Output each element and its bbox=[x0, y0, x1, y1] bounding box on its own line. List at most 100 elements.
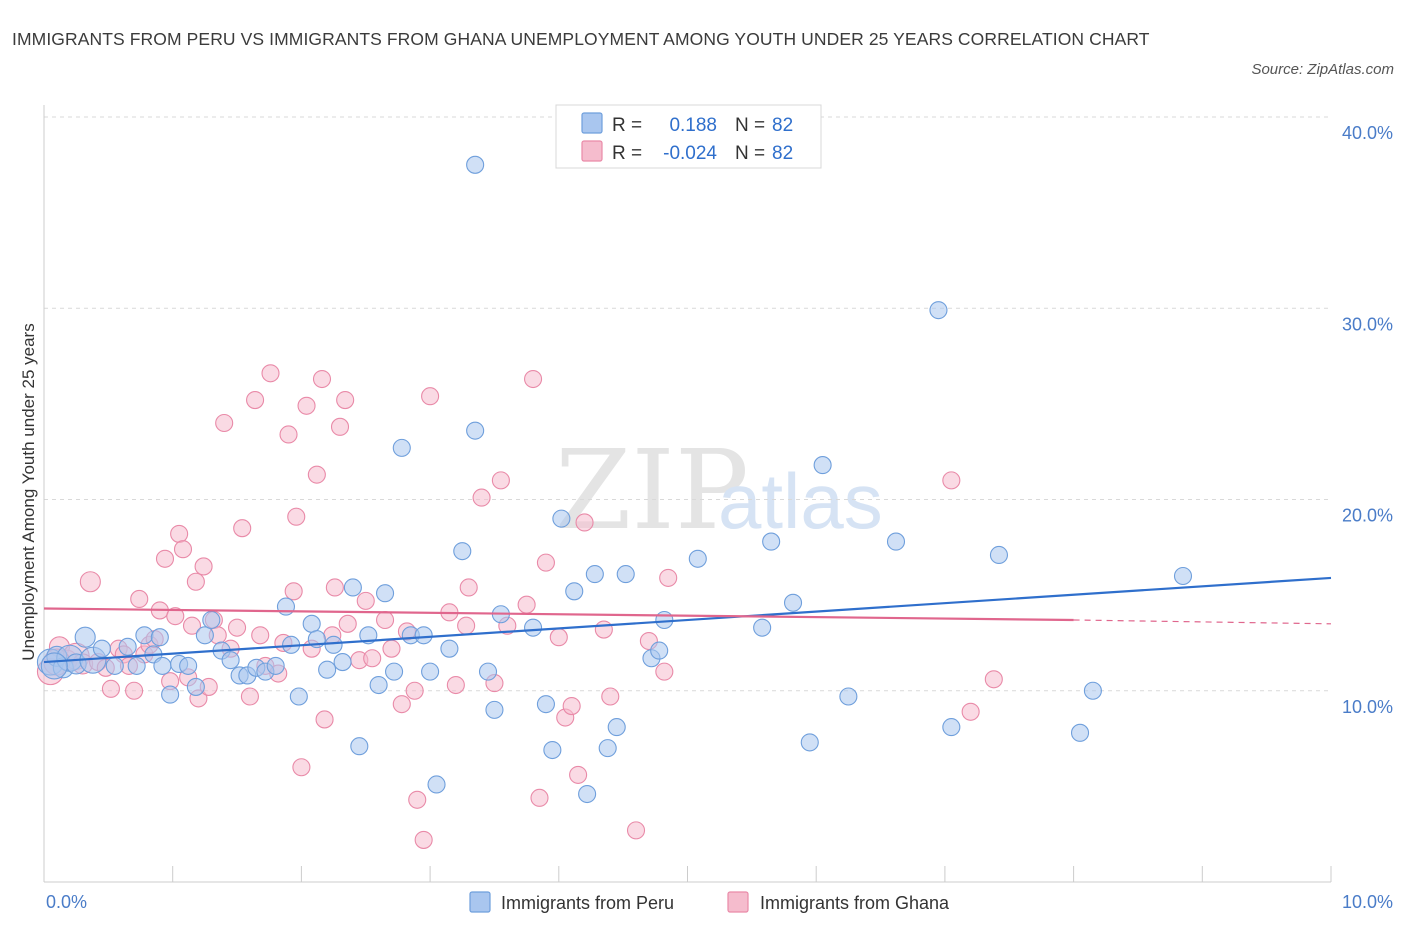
ghana-trendline bbox=[43, 607, 1074, 622]
peru-point bbox=[350, 737, 369, 756]
peru-point bbox=[202, 610, 221, 630]
peru-point bbox=[524, 618, 543, 637]
ghana-point bbox=[297, 396, 316, 415]
peru-point bbox=[150, 628, 169, 647]
ghana-point bbox=[942, 471, 961, 490]
peru-point bbox=[276, 597, 296, 616]
ghana-point bbox=[279, 425, 298, 444]
ghana-point bbox=[655, 662, 674, 681]
ghana-point bbox=[315, 710, 334, 729]
chart-title: IMMIGRANTS FROM PERU VS IMMIGRANTS FROM … bbox=[12, 29, 1150, 49]
ghana-point bbox=[530, 788, 549, 807]
stats-peru-r-label: R = bbox=[612, 115, 642, 136]
ghana-point bbox=[626, 821, 646, 840]
ghana-point bbox=[325, 578, 344, 597]
ghana-point bbox=[194, 557, 213, 576]
peru-point bbox=[289, 687, 308, 706]
peru-point bbox=[1083, 681, 1102, 700]
ghana-point bbox=[536, 553, 555, 572]
ghana-point bbox=[382, 639, 401, 658]
ghana-point bbox=[155, 549, 175, 568]
peru-point bbox=[536, 695, 555, 714]
peru-point bbox=[453, 542, 472, 561]
peru-point bbox=[485, 700, 504, 719]
ghana-point bbox=[594, 620, 613, 639]
legend-peru-label: Immigrants from Peru bbox=[501, 893, 674, 913]
ghana-point bbox=[392, 695, 411, 714]
peru-point bbox=[40, 652, 68, 680]
ghana-point bbox=[336, 390, 355, 410]
ghana-point bbox=[284, 582, 303, 601]
peru-point bbox=[343, 578, 362, 597]
peru-point bbox=[466, 421, 485, 440]
ghana-point bbox=[173, 540, 193, 559]
ghana-point bbox=[562, 696, 581, 716]
peru-point bbox=[135, 626, 154, 645]
stats-ghana-r-value: -0.024 bbox=[663, 143, 717, 164]
trendlines bbox=[43, 576, 1332, 664]
peru-point bbox=[655, 610, 674, 630]
ghana-point bbox=[457, 616, 476, 635]
ghana-point bbox=[984, 670, 1003, 689]
ghana-trendline-extension bbox=[1073, 619, 1332, 625]
ghana-point bbox=[459, 578, 478, 597]
ghana-point bbox=[961, 702, 980, 721]
ghana-point bbox=[287, 507, 306, 526]
peru-point bbox=[578, 784, 597, 804]
peru-point bbox=[565, 582, 584, 601]
ghana-point bbox=[233, 519, 252, 538]
ghana-point bbox=[575, 513, 594, 532]
ghana-point bbox=[79, 571, 101, 593]
stats-peru-r-value: 0.188 bbox=[669, 115, 717, 136]
ghana-point bbox=[517, 595, 536, 614]
peru-point bbox=[466, 155, 485, 174]
ghana-point bbox=[446, 675, 465, 695]
y-tick-label: 40.0% bbox=[1342, 123, 1393, 143]
ghana-point bbox=[414, 830, 433, 849]
peru-point bbox=[118, 637, 137, 656]
peru-point bbox=[414, 626, 433, 645]
peru-point bbox=[989, 545, 1009, 565]
peru-point bbox=[195, 626, 214, 645]
x-tick-labels: 0.0% 10.0% bbox=[46, 892, 1393, 912]
ghana-point bbox=[356, 591, 375, 610]
ghana-point bbox=[408, 790, 427, 809]
peru-point bbox=[783, 593, 803, 612]
ghana-point bbox=[338, 614, 357, 633]
ghana-point bbox=[524, 369, 543, 389]
peru-point bbox=[478, 662, 498, 681]
ghana-point bbox=[186, 572, 205, 591]
ghana-point bbox=[405, 681, 424, 700]
ghana-point bbox=[228, 618, 247, 637]
x-tick-label: 0.0% bbox=[46, 892, 87, 912]
peru-point bbox=[1173, 566, 1193, 586]
stats-ghana-n-value: 82 bbox=[772, 143, 793, 164]
peru-point bbox=[929, 301, 948, 320]
watermark-atlas: atlas bbox=[718, 457, 883, 545]
legend-ghana-label: Immigrants from Ghana bbox=[760, 893, 950, 913]
ghana-point bbox=[130, 589, 149, 609]
stats-peru-swatch bbox=[581, 112, 603, 134]
peru-point bbox=[153, 656, 172, 675]
stats-ghana-swatch bbox=[581, 140, 603, 162]
peru-point bbox=[161, 685, 180, 704]
ghana-point bbox=[569, 765, 588, 784]
peru-point bbox=[376, 584, 395, 603]
legend-peru-swatch bbox=[469, 891, 491, 913]
peru-point bbox=[186, 677, 205, 696]
peru-point bbox=[598, 739, 617, 758]
peru-point bbox=[688, 549, 707, 568]
peru-point bbox=[333, 653, 352, 672]
ghana-point bbox=[246, 390, 265, 410]
ghana-point bbox=[312, 369, 332, 389]
peru-point bbox=[800, 733, 819, 752]
ghana-point bbox=[240, 687, 259, 706]
stats-ghana-n-label: N = bbox=[735, 143, 765, 164]
peru-point bbox=[650, 641, 669, 660]
peru-point bbox=[179, 656, 198, 675]
legend: Immigrants from Peru Immigrants from Gha… bbox=[469, 891, 950, 913]
peru-point bbox=[552, 509, 571, 528]
stats-box: R = 0.188 N = 82 R = -0.024 N = 82 bbox=[555, 104, 822, 169]
y-tick-label: 20.0% bbox=[1342, 506, 1393, 526]
